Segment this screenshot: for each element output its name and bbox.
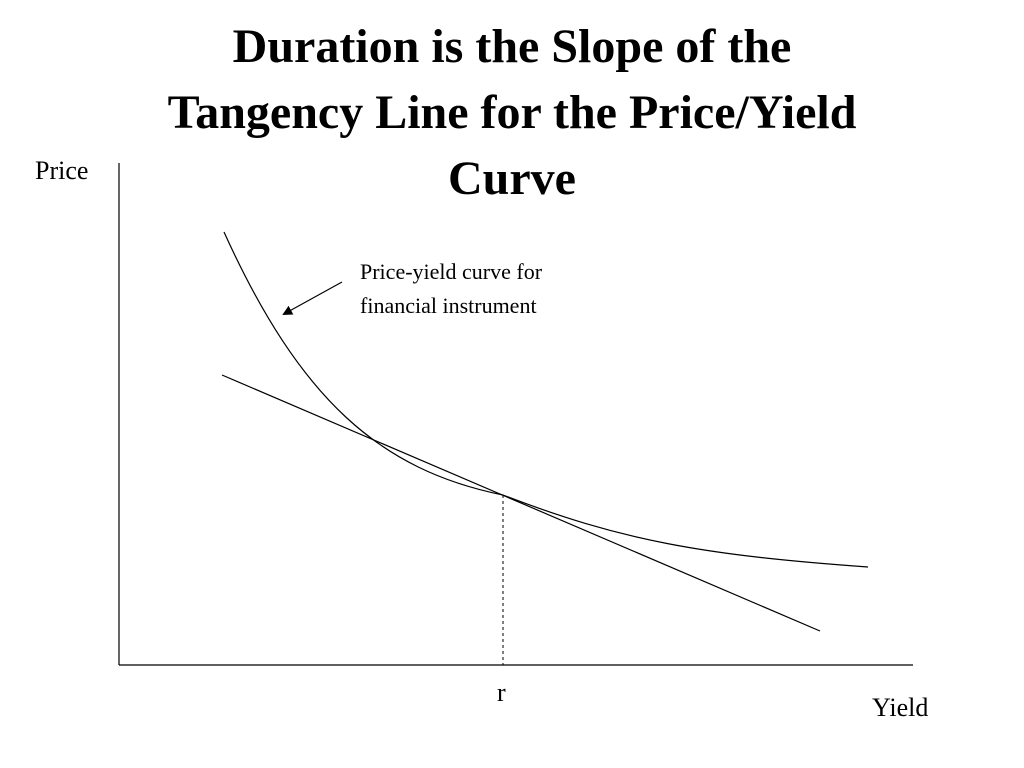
title-line-3: Curve	[448, 152, 576, 205]
x-marker-label-r: r	[497, 678, 506, 707]
title-line-2: Tangency Line for the Price/Yield	[167, 86, 857, 139]
x-axis-label: Yield	[872, 693, 928, 722]
slide-title: Duration is the Slope of the Tangency Li…	[62, 14, 962, 212]
price-yield-curve	[223, 231, 869, 568]
annotation-text-line-1: Price-yield curve for	[360, 259, 543, 284]
tangency-line	[221, 374, 821, 632]
annotation-text-line-2: financial instrument	[360, 293, 537, 318]
y-axis-label: Price	[35, 156, 88, 185]
annotation-arrow	[282, 281, 343, 315]
title-line-1: Duration is the Slope of the	[232, 20, 792, 73]
